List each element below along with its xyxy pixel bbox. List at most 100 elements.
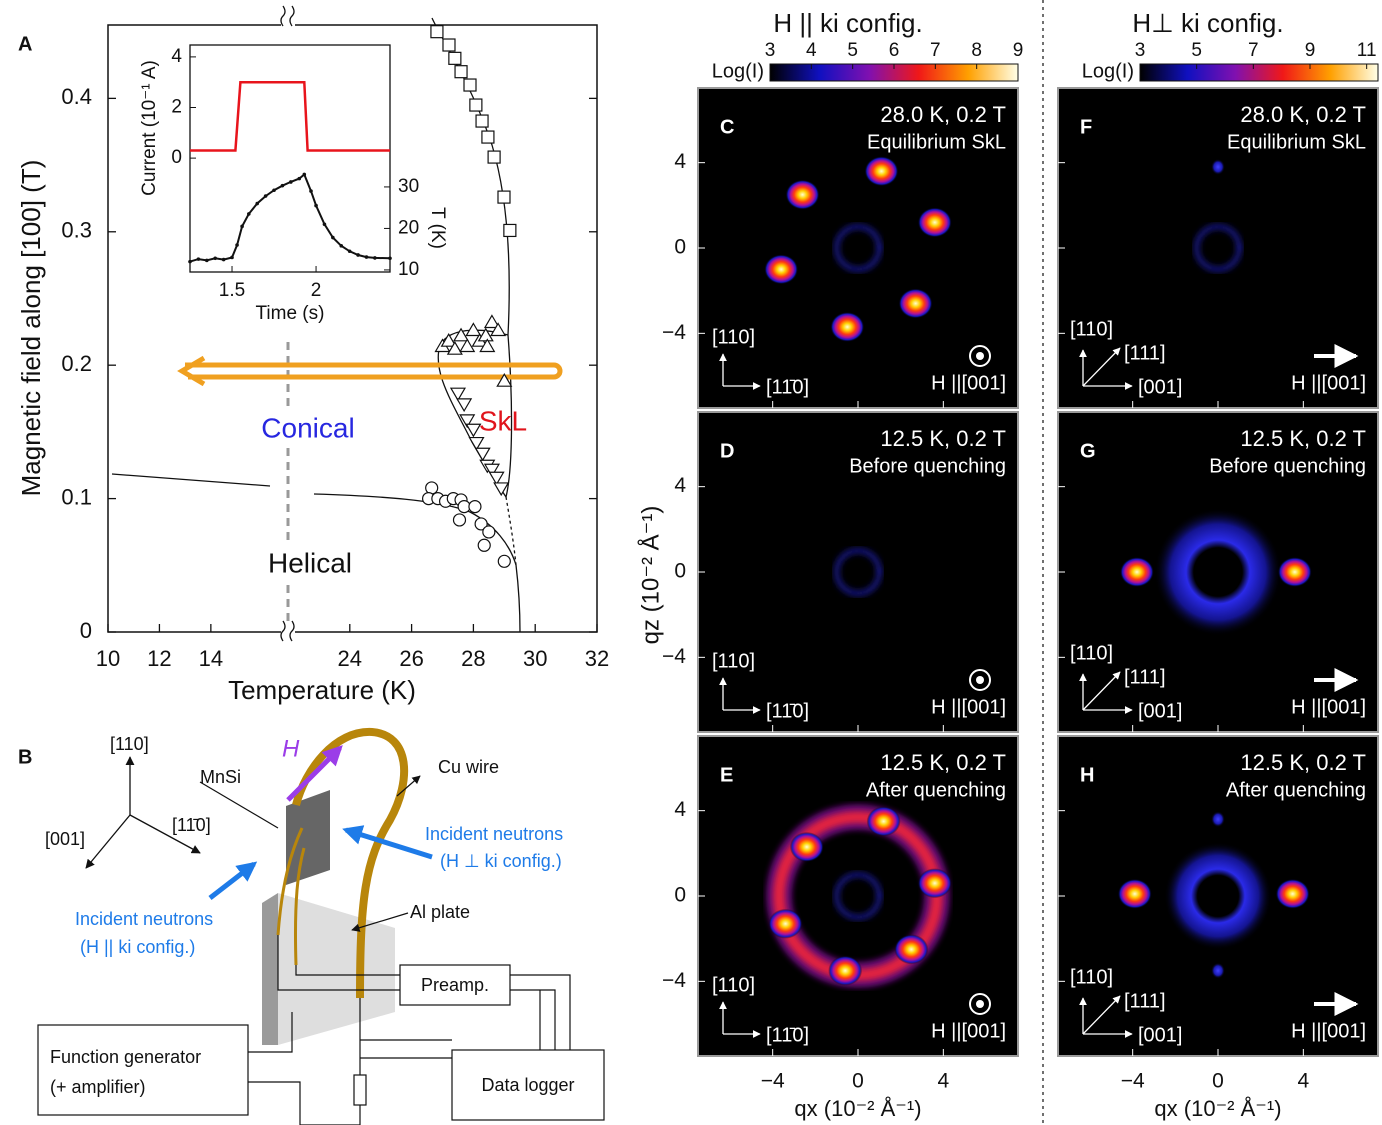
x-axis-label: Temperature (K) xyxy=(228,675,416,705)
colorbar-tick-label: 11 xyxy=(1357,40,1377,61)
x-tick-label: 10 xyxy=(96,646,120,671)
qz-tick-label: 4 xyxy=(674,798,686,821)
phase-label: Helical xyxy=(268,547,352,578)
data-point xyxy=(455,66,467,78)
series-point xyxy=(222,258,226,262)
neutron-text: Incident neutrons xyxy=(425,824,563,844)
colorbar-tick-label: 7 xyxy=(1248,40,1259,61)
plate-text: Al plate xyxy=(410,902,470,922)
neutron-text: (H ⊥ ki config.) xyxy=(440,851,562,871)
data-point xyxy=(431,26,443,38)
series-point xyxy=(302,173,306,177)
y-tick-label: 0.4 xyxy=(61,84,92,109)
boundary xyxy=(112,474,270,486)
field-text: H ||[001] xyxy=(1291,1020,1366,1042)
sans-panel: G12.5 K, 0.2 TBefore quenchingH ||[001][… xyxy=(1058,412,1378,732)
panel-label: F xyxy=(1080,116,1092,138)
data-point xyxy=(457,399,471,411)
series-point xyxy=(323,222,327,226)
neutron-arrow xyxy=(346,830,432,857)
field-text: H ||[001] xyxy=(931,696,1006,718)
panel-label: E xyxy=(720,764,733,786)
series-point xyxy=(356,253,360,257)
bragg-spot xyxy=(786,180,820,210)
series-point xyxy=(235,243,239,247)
series-point xyxy=(281,184,285,188)
y2-tick-label: 30 xyxy=(398,176,419,197)
data-point xyxy=(476,115,488,127)
al-plate-side xyxy=(262,893,278,1045)
series-point xyxy=(331,236,335,240)
neutron-text: Incident neutrons xyxy=(75,909,213,929)
data-point xyxy=(494,483,508,495)
axis-text: [001] xyxy=(45,829,85,849)
bragg-spot xyxy=(1120,557,1154,587)
qz-tick-label: −4 xyxy=(662,645,686,668)
field-text: H ||[001] xyxy=(931,1020,1006,1042)
orientation-text: [111] xyxy=(1124,666,1166,688)
break-gap xyxy=(281,624,295,642)
crystal-axes xyxy=(86,757,200,868)
data-point xyxy=(449,52,461,64)
orientation-text: [111] xyxy=(1124,342,1166,364)
bragg-spot xyxy=(899,288,933,318)
y-tick-label: 0.1 xyxy=(61,484,92,509)
figure: A Temperature (K) Magnetic field along [… xyxy=(0,0,1382,1125)
bragg-spot xyxy=(867,806,901,836)
inset-frame xyxy=(190,45,390,272)
panel-label: B xyxy=(18,746,32,768)
panel-condition: 28.0 K, 0.2 T xyxy=(880,102,1006,127)
bragg-spot xyxy=(768,909,802,939)
series-point xyxy=(309,189,313,193)
panel-condition: 12.5 K, 0.2 T xyxy=(880,426,1006,451)
colorbar-tick-label: 7 xyxy=(930,40,941,61)
panel-state: Before quenching xyxy=(849,455,1006,477)
field-text: H xyxy=(282,735,300,762)
qz-tick-label: 0 xyxy=(674,236,686,259)
page: Figure {"chart_data": [ {"type": "scatte… xyxy=(0,0,1382,1125)
colorbar-tick-label: 9 xyxy=(1013,40,1024,61)
qx-tick-label: −4 xyxy=(1121,1070,1145,1093)
x-tick-label: 26 xyxy=(399,646,423,671)
series-point xyxy=(373,256,377,260)
qz-tick-label: −4 xyxy=(662,969,686,992)
series-point xyxy=(348,249,352,253)
orientation-text: [111] xyxy=(1124,990,1166,1012)
bragg-spot xyxy=(1278,557,1312,587)
x-tick-label: 32 xyxy=(585,646,609,671)
panel-label: G xyxy=(1080,440,1096,462)
qx-tick-label: −4 xyxy=(761,1070,785,1093)
field-symbol-dot xyxy=(976,1000,984,1008)
panel-state: After quenching xyxy=(1226,779,1366,801)
sans-panel: H12.5 K, 0.2 TAfter quenchingH ||[001][1… xyxy=(1058,736,1378,1056)
qz-tick-label: 4 xyxy=(674,474,686,497)
bragg-spot xyxy=(918,207,952,237)
bragg-spot xyxy=(1276,879,1310,909)
orientation-text: [001] xyxy=(1138,1024,1182,1046)
qz-tick-label: 0 xyxy=(674,560,686,583)
weak-spot xyxy=(1211,159,1225,175)
y-axis-label: Magnetic field along [100] (T) xyxy=(16,160,46,497)
series-point xyxy=(213,257,217,261)
panel-state: Equilibrium SkL xyxy=(1227,131,1366,153)
data-point xyxy=(470,99,482,111)
panel-condition: 12.5 K, 0.2 T xyxy=(1240,750,1366,775)
logger-text: Data logger xyxy=(481,1075,574,1095)
series-point xyxy=(230,256,234,260)
y-tick-label: 0 xyxy=(80,618,92,643)
y-tick-label: 2 xyxy=(171,97,182,118)
panel-condition: 28.0 K, 0.2 T xyxy=(1240,102,1366,127)
pointer xyxy=(200,782,278,828)
bragg-spot xyxy=(918,868,952,898)
colorbar-tick-label: 6 xyxy=(889,40,900,61)
break-gap xyxy=(281,10,295,30)
qx-tick-label: 4 xyxy=(1297,1070,1309,1093)
panel-label: C xyxy=(720,116,734,138)
field-text: H ||[001] xyxy=(1291,372,1366,394)
bragg-spot xyxy=(864,156,898,186)
series-point xyxy=(197,257,201,261)
qz-tick-label: −4 xyxy=(662,321,686,344)
x-tick-label: 14 xyxy=(199,646,223,671)
qx-tick-label: 0 xyxy=(1212,1070,1224,1093)
